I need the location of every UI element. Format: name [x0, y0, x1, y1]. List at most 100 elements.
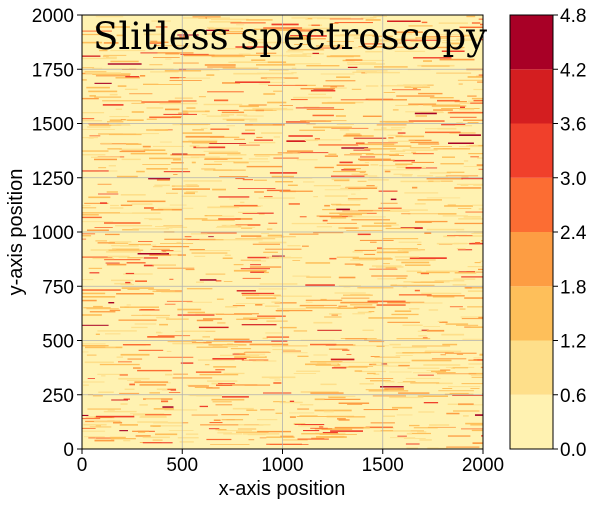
- spectral-streak: [418, 411, 435, 413]
- spectral-streak: [288, 203, 300, 205]
- spectral-streak: [119, 150, 146, 153]
- spectral-streak: [196, 146, 209, 148]
- spectral-streak: [254, 139, 273, 141]
- spectral-streak: [201, 219, 235, 221]
- spectral-streak: [371, 275, 408, 277]
- spectral-streak: [370, 241, 377, 243]
- spectral-streak: [143, 257, 158, 259]
- spectral-streak: [474, 414, 483, 416]
- spectral-streak: [479, 260, 483, 262]
- spectral-streak: [188, 385, 209, 387]
- spectral-streak: [459, 308, 466, 310]
- spectral-streak: [402, 39, 438, 41]
- spectral-streak: [129, 383, 135, 386]
- spectral-streak: [323, 410, 334, 413]
- spectral-streak: [407, 213, 439, 215]
- spectral-streak: [189, 145, 200, 147]
- spectral-streak: [140, 75, 146, 77]
- spectral-streak: [186, 301, 212, 303]
- spectral-streak: [253, 179, 267, 181]
- spectral-streak: [165, 108, 180, 111]
- spectral-streak: [293, 373, 317, 374]
- spectral-streak: [82, 427, 90, 429]
- spectral-streak: [385, 267, 397, 269]
- spectral-streak: [89, 272, 100, 274]
- spectral-streak: [82, 351, 89, 353]
- colorbar-band: [510, 340, 553, 395]
- spectral-streak: [313, 354, 328, 356]
- spectral-streak: [317, 362, 327, 364]
- spectral-streak: [82, 55, 101, 57]
- spectral-streak: [410, 382, 440, 384]
- spectral-streak: [117, 85, 127, 87]
- spectral-streak: [154, 129, 169, 131]
- spectral-streak: [456, 122, 463, 123]
- spectral-streak: [304, 139, 318, 142]
- spectral-streak: [474, 262, 481, 264]
- x-tick-label: 2000: [462, 455, 504, 476]
- spectral-streak: [152, 264, 176, 266]
- spectral-streak: [468, 153, 483, 155]
- spectral-streak: [164, 70, 202, 72]
- spectral-streak: [127, 200, 166, 203]
- spectral-streak: [208, 428, 220, 430]
- spectral-streak: [152, 290, 175, 292]
- spectral-streak: [412, 186, 418, 189]
- spectral-streak: [446, 171, 465, 173]
- spectral-streak: [139, 244, 157, 246]
- spectral-streak: [410, 302, 443, 304]
- spectral-streak: [436, 382, 453, 385]
- spectral-streak: [243, 351, 271, 353]
- spectral-streak: [467, 306, 483, 308]
- spectral-streak: [393, 31, 423, 33]
- spectral-streak: [362, 43, 383, 45]
- spectral-streak: [244, 39, 268, 41]
- spectral-streak: [271, 23, 299, 26]
- spectral-streak: [149, 42, 162, 44]
- spectral-streak: [376, 124, 407, 126]
- spectral-streak: [468, 363, 483, 365]
- spectral-streak: [258, 213, 265, 215]
- spectral-streak: [291, 17, 326, 19]
- spectral-streak: [460, 106, 465, 108]
- spectral-streak: [287, 245, 301, 247]
- spectral-streak: [352, 257, 392, 260]
- x-axis-label: x-axis position: [219, 478, 346, 500]
- spectral-streak: [233, 269, 267, 272]
- spectral-streak: [134, 382, 171, 384]
- spectral-streak: [399, 174, 413, 176]
- plot-area: Slitless spectroscopy: [81, 14, 487, 450]
- spectral-streak: [199, 373, 239, 376]
- spectral-streak: [461, 428, 483, 430]
- spectral-streak: [153, 408, 174, 410]
- spectral-streak: [112, 248, 140, 250]
- spectral-streak: [102, 104, 124, 106]
- spectral-streak: [144, 207, 154, 209]
- spectral-streak: [82, 289, 121, 291]
- spectral-streak: [393, 40, 398, 42]
- spectral-streak: [215, 313, 253, 315]
- spectral-streak: [182, 132, 213, 134]
- spectral-streak: [323, 85, 345, 87]
- spectral-streak: [203, 163, 222, 165]
- spectral-streak: [118, 377, 150, 380]
- spectral-streak: [364, 253, 376, 255]
- spectral-streak: [379, 39, 402, 41]
- spectral-streak: [313, 321, 333, 324]
- spectral-streak: [234, 138, 245, 140]
- spectral-streak: [313, 126, 352, 129]
- spectral-streak: [382, 238, 419, 240]
- spectral-streak: [292, 275, 310, 277]
- spectral-streak: [291, 222, 327, 225]
- spectral-streak: [83, 307, 111, 309]
- spectral-streak: [108, 165, 116, 167]
- spectral-streak: [134, 323, 157, 325]
- spectral-streak: [419, 439, 432, 441]
- spectral-streak: [179, 441, 194, 443]
- spectral-streak: [409, 432, 431, 435]
- colorbar-tick-label: 1.2: [560, 332, 586, 353]
- spectral-streak: [95, 333, 100, 335]
- spectral-streak: [165, 52, 180, 55]
- spectral-streak: [109, 133, 142, 136]
- spectral-streak: [476, 164, 483, 166]
